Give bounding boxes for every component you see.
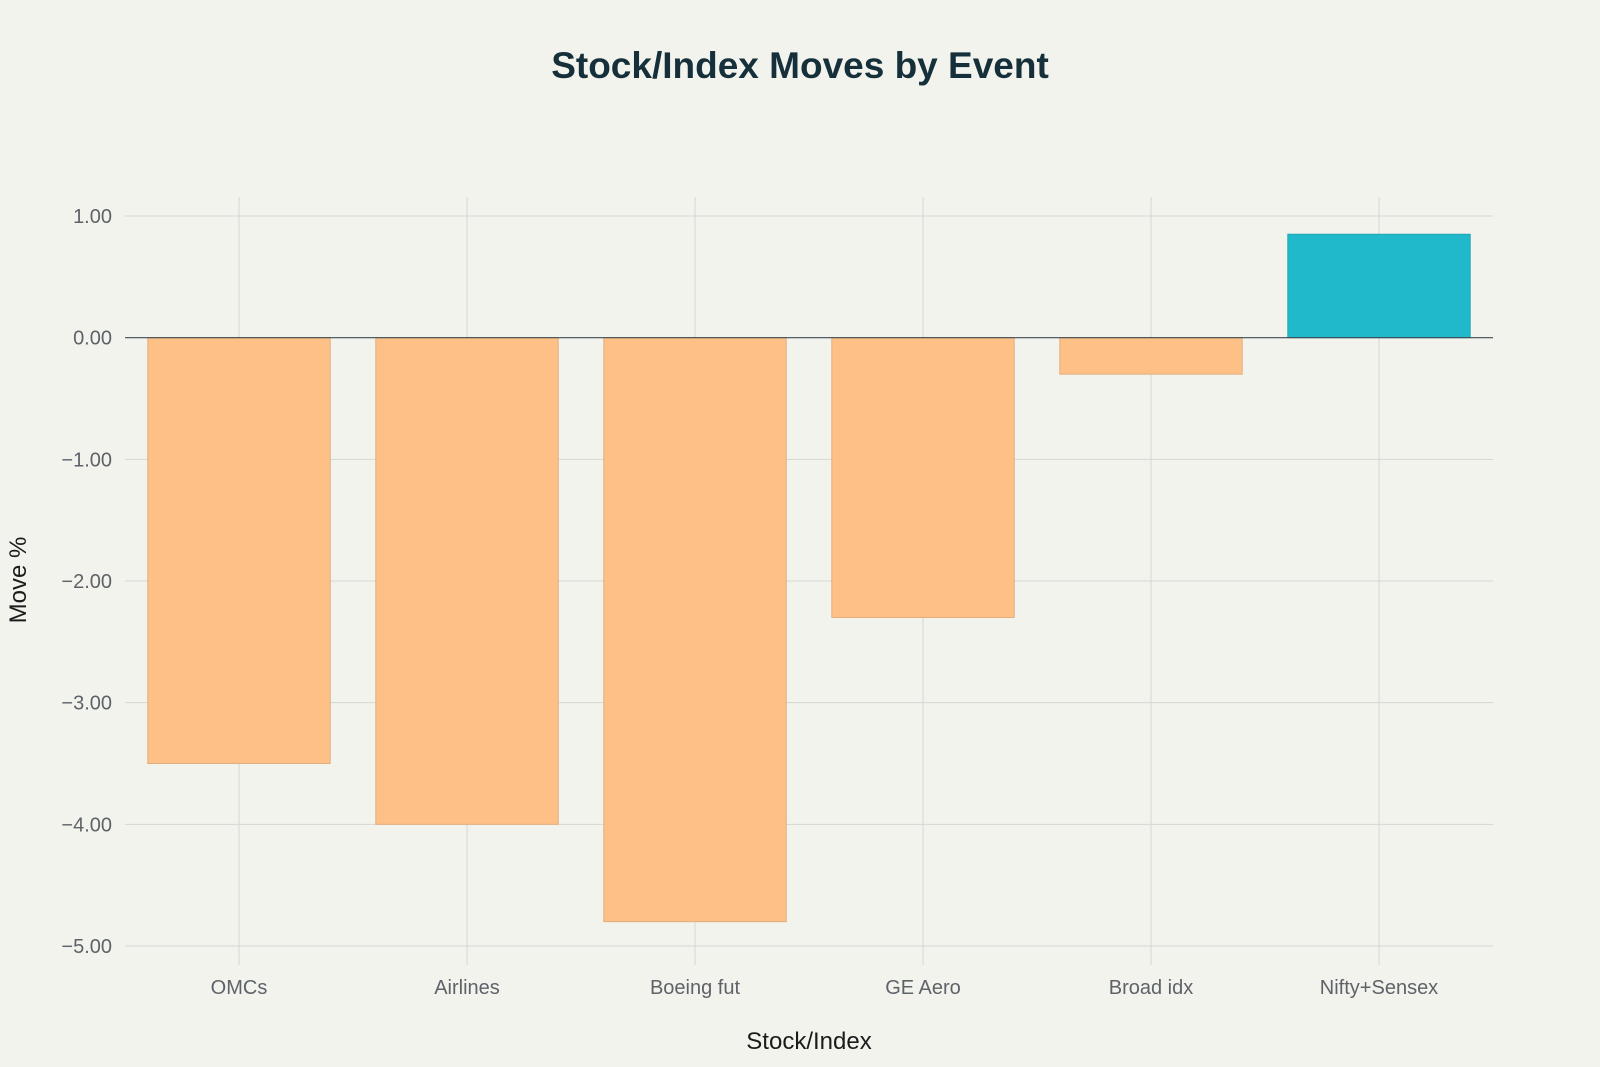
y-tick-label: −3.00: [61, 693, 112, 715]
y-axis-title: Move %: [5, 537, 32, 624]
bar-nifty-sensex: [1287, 233, 1471, 339]
y-tick-label: 0.00: [73, 328, 112, 350]
bar-ge-aero: [831, 337, 1015, 618]
y-axis-ticks: 1.00 0.00 −1.00 −2.00 −3.00 −4.00 −5.00: [61, 206, 112, 958]
x-axis-title: Stock/Index: [746, 1028, 871, 1055]
y-tick-label: −1.00: [61, 449, 112, 471]
y-tick-label: −4.00: [61, 814, 112, 836]
x-tick-label: GE Aero: [885, 977, 961, 999]
x-tick-label: OMCs: [211, 977, 268, 999]
bar-broad-idx: [1059, 337, 1243, 375]
y-tick-label: 1.00: [73, 206, 112, 228]
x-tick-label: Broad idx: [1109, 977, 1194, 999]
bars: [147, 233, 1471, 923]
y-tick-label: −5.00: [61, 936, 112, 958]
x-axis-ticks: OMCs Airlines Boeing fut GE Aero Broad idx Ni…: [211, 977, 1439, 999]
x-tick-label: Airlines: [434, 977, 500, 999]
x-tick-label: Nifty+Sensex: [1320, 977, 1438, 999]
x-tick-label: Boeing fut: [650, 977, 741, 999]
y-tick-label: −2.00: [61, 571, 112, 593]
chart-title: Stock/Index Moves by Event: [551, 45, 1049, 86]
bar-airlines: [375, 337, 559, 825]
bar-boeing-fut: [603, 337, 787, 923]
bar-omcs: [147, 337, 331, 764]
